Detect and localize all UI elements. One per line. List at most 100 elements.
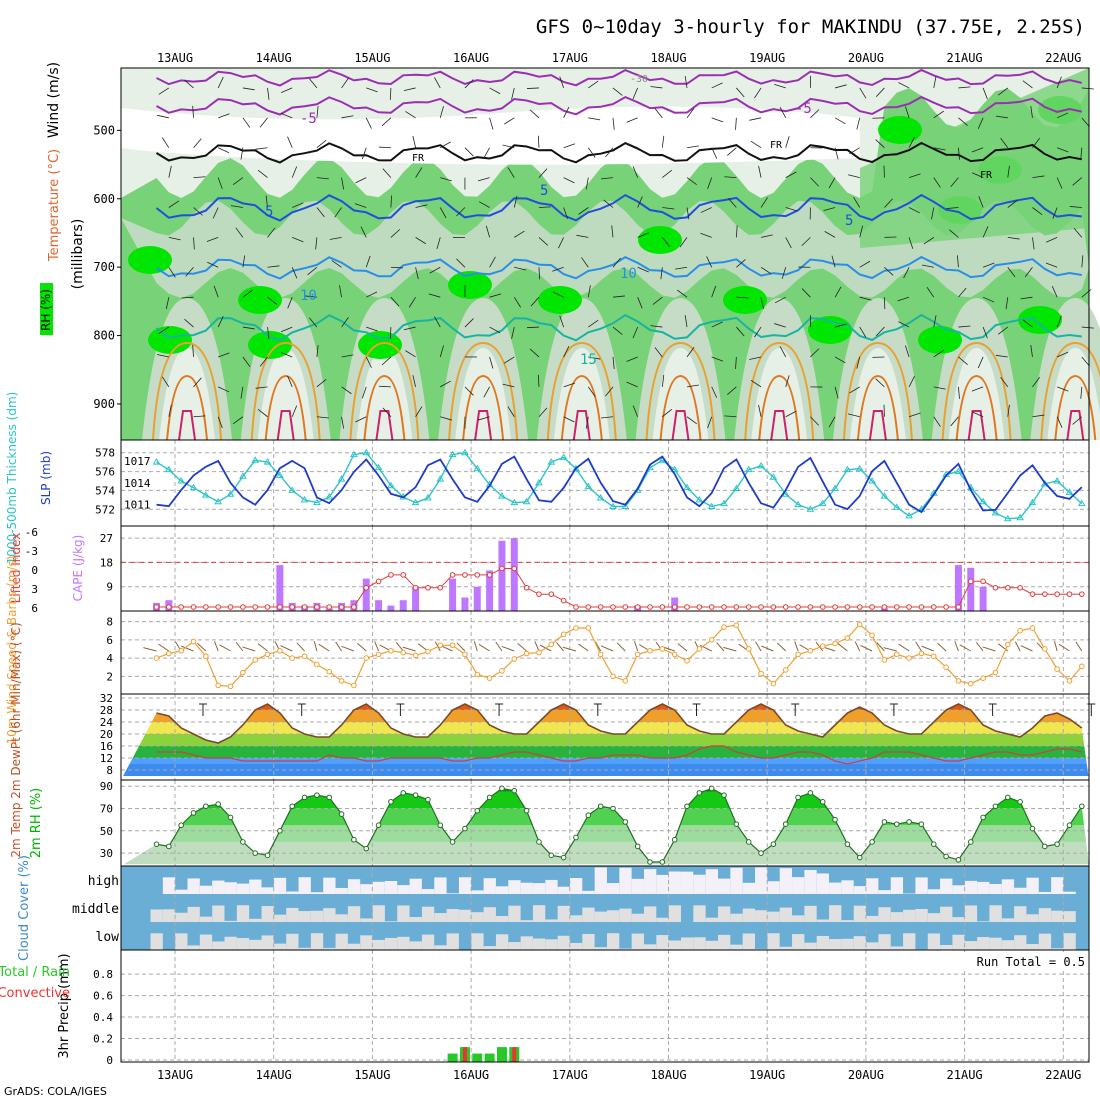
cloud-cell [261, 906, 274, 922]
wind-barb [958, 287, 967, 298]
wind-barb-10m [982, 646, 996, 652]
isotherm-25 [856, 374, 899, 441]
lifted-index-line-marker [832, 604, 838, 610]
cloud-cell [286, 933, 299, 950]
rh-line-marker [782, 821, 789, 827]
wind-barb [341, 416, 345, 429]
thickness-line-marker [1077, 499, 1086, 507]
rh-line-marker [659, 859, 666, 865]
rh-line-marker [511, 787, 518, 794]
wind-barb-10m [456, 642, 466, 652]
wind-barb [948, 229, 959, 238]
wind-barb [361, 386, 367, 399]
cloud-cell [594, 911, 607, 922]
wind-barb [750, 379, 762, 388]
wind-barb [434, 77, 441, 89]
isotherm-15 [155, 313, 1082, 342]
wind-barb [390, 195, 392, 208]
wind-barb [287, 136, 293, 148]
day-label-top: 18AUG [650, 51, 686, 65]
thickness-line-marker [226, 490, 235, 497]
lifted-index-line-marker [696, 604, 703, 610]
wind-barb [711, 117, 724, 123]
cloud-cell [409, 878, 422, 894]
wind10-line-marker [733, 622, 740, 629]
rh-dry-plume-core [948, 348, 1005, 440]
wind-barb [341, 317, 349, 328]
wind-barb-10m [318, 643, 330, 652]
wind-barb [1032, 207, 1043, 216]
wind-barb [834, 386, 839, 399]
rh-line-marker [856, 854, 863, 861]
wind-barb [165, 297, 170, 309]
rh-line-marker [523, 807, 530, 814]
wind-barb [1032, 137, 1041, 148]
cloud-cell [150, 909, 163, 922]
wind-barb [489, 293, 502, 298]
wind-barb [563, 143, 576, 149]
temp-band [121, 758, 1089, 764]
wind-barb [242, 326, 255, 330]
wind-barb [382, 168, 392, 178]
cloud-cell [705, 869, 718, 894]
wind-barb-10m [1058, 643, 1070, 652]
wind-barb [982, 226, 989, 238]
wind-barb [316, 139, 327, 149]
rh-line-marker [943, 853, 949, 860]
wind-barb-10m [883, 647, 897, 652]
thickness-line-marker [670, 465, 679, 473]
wind-barb [727, 386, 737, 396]
cloud-cell [927, 889, 941, 894]
wind-barb [390, 229, 401, 238]
wind-barb [158, 326, 170, 334]
cloud-cell [927, 933, 941, 950]
wind-barb [316, 207, 325, 218]
rh-moist-blob [238, 286, 282, 314]
wind-barb-10m [495, 641, 503, 652]
wind-barb [230, 205, 243, 208]
cloud-cell [841, 920, 854, 922]
wind-barb [684, 315, 688, 328]
cloud-cell [940, 906, 953, 922]
wind-axis-label: 10m Wind Speed & Barbs (m/s) [5, 556, 19, 745]
lifted-index-line-marker [844, 604, 851, 610]
lifted-index-line-marker [560, 597, 567, 604]
wind-barb [785, 207, 798, 212]
wind-barb [601, 177, 614, 180]
lifted-index-line-marker [178, 604, 184, 610]
wind-barb [489, 87, 501, 95]
rh-line-marker [252, 850, 258, 856]
wind-barb [489, 117, 494, 130]
cape-bar [979, 586, 987, 611]
cloud-cell [273, 914, 287, 922]
wind10-line-marker [856, 621, 863, 628]
wind-barb [217, 316, 224, 328]
cloud-cell [434, 945, 447, 950]
wind-barb [977, 356, 984, 369]
wind-barb-10m [242, 646, 256, 652]
wind-barb [1081, 326, 1094, 329]
cloud-cell [557, 905, 570, 922]
wind10-line-marker [573, 625, 579, 631]
wind-barb [588, 356, 601, 360]
lifted-index-line-marker [684, 604, 690, 610]
cloud-cell [656, 935, 669, 950]
lifted-index-line-marker [215, 604, 221, 610]
lifted-index-line-marker [943, 604, 949, 610]
wind-barb [779, 107, 787, 119]
thickness-line-marker [572, 464, 580, 472]
wind-barb [257, 169, 268, 178]
cloud-cell [360, 935, 373, 950]
wind10-line-marker [832, 640, 838, 647]
thickness-line-marker [164, 465, 173, 473]
wind-barb [686, 384, 699, 388]
wind-barb [259, 356, 268, 367]
wind-barb [736, 259, 746, 268]
day-label-bottom: 19AUG [749, 1068, 785, 1082]
cloud-cell [471, 933, 484, 950]
wind-barb [428, 293, 441, 298]
lifted-index-line-marker [190, 604, 197, 610]
wind-barb [958, 386, 960, 399]
contour-label: FR [412, 153, 425, 164]
thickness-line-marker [794, 500, 802, 508]
